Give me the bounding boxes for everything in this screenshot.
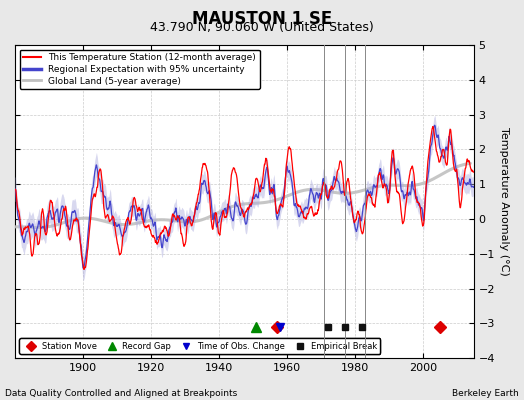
Text: MAUSTON 1 SE: MAUSTON 1 SE (192, 10, 332, 28)
Y-axis label: Temperature Anomaly (°C): Temperature Anomaly (°C) (499, 127, 509, 276)
Text: Data Quality Controlled and Aligned at Breakpoints: Data Quality Controlled and Aligned at B… (5, 389, 237, 398)
Legend: Station Move, Record Gap, Time of Obs. Change, Empirical Break: Station Move, Record Gap, Time of Obs. C… (19, 338, 380, 354)
Text: Berkeley Earth: Berkeley Earth (452, 389, 519, 398)
Text: 43.790 N, 90.060 W (United States): 43.790 N, 90.060 W (United States) (150, 21, 374, 34)
